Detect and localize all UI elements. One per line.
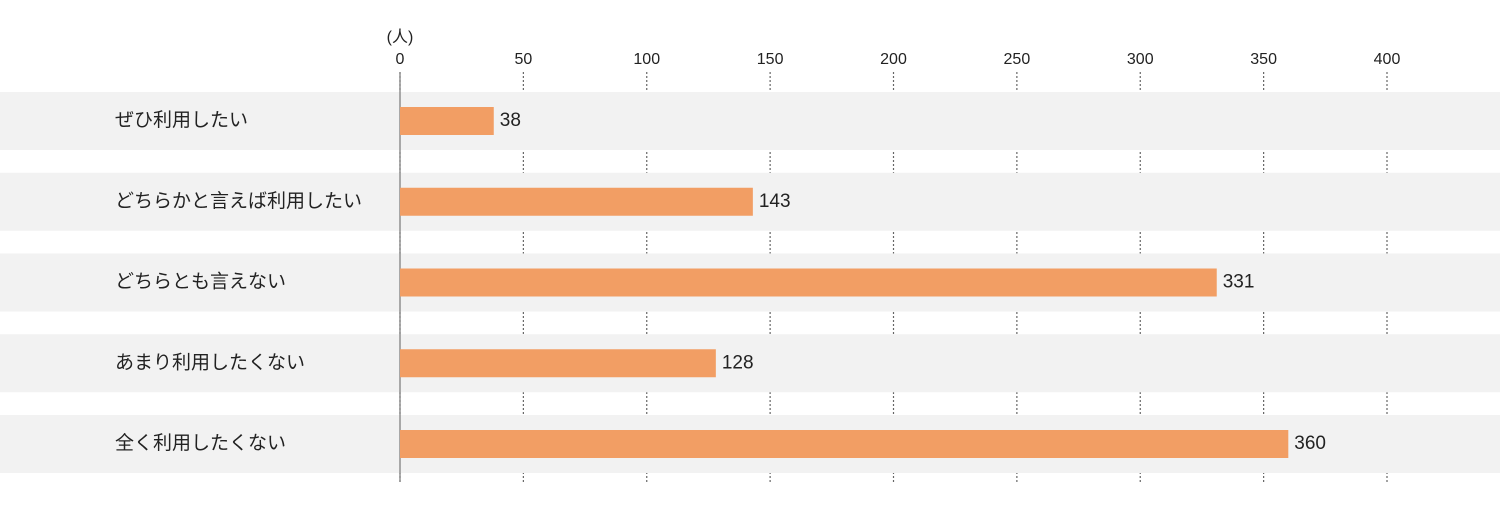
x-tick-label: 250 — [1004, 51, 1031, 68]
data-label: 331 — [1223, 272, 1255, 293]
category-label: 全く利用したくない — [115, 432, 286, 454]
x-tick-label: 200 — [880, 51, 907, 68]
axis-unit: (人) — [387, 28, 414, 46]
row-band — [0, 92, 1500, 150]
category-label: あまり利用したくない — [115, 351, 305, 373]
bar — [400, 430, 1289, 458]
row-band — [0, 334, 1500, 393]
x-tick-label: 50 — [514, 51, 532, 68]
x-tick-label: 100 — [633, 51, 660, 68]
bar — [400, 268, 1217, 297]
x-tick-label: 0 — [396, 51, 405, 68]
category-label: どちらとも言えない — [115, 271, 286, 293]
category-label: どちらかと言えば利用したい — [115, 190, 362, 212]
data-label: 128 — [722, 352, 754, 373]
data-label: 38 — [500, 110, 521, 131]
bar — [400, 107, 494, 135]
x-tick-label: 150 — [757, 51, 784, 68]
x-tick-label: 300 — [1127, 51, 1154, 68]
x-tick-label: 350 — [1250, 51, 1277, 68]
x-tick-label: 400 — [1374, 51, 1401, 68]
bar — [400, 187, 753, 216]
category-label: ぜひ利用したい — [115, 109, 248, 131]
data-label: 360 — [1294, 433, 1326, 454]
data-label: 143 — [759, 191, 791, 212]
bar — [400, 349, 716, 378]
